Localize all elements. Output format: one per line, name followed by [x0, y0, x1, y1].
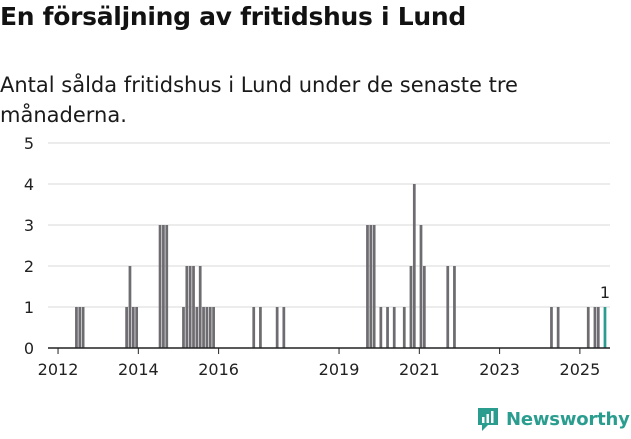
bar — [131, 307, 135, 348]
bar — [125, 307, 128, 348]
bar — [446, 266, 450, 348]
bar — [212, 307, 215, 348]
bar — [593, 307, 597, 348]
bar — [386, 307, 389, 348]
bar — [259, 307, 262, 348]
bar — [252, 307, 256, 348]
bar — [409, 266, 413, 348]
bar — [208, 307, 212, 348]
chart-title: En försäljning av fritidshus i Lund — [0, 2, 466, 31]
y-tick-label: 3 — [24, 216, 34, 235]
data-label: 1 — [600, 283, 610, 302]
bar — [202, 307, 205, 348]
y-tick-label: 2 — [24, 257, 34, 276]
x-tick-label: 2012 — [38, 360, 79, 379]
chart-subtitle: Antal sålda fritidshus i Lund under de s… — [0, 73, 518, 127]
bar — [366, 225, 369, 348]
bar — [81, 307, 85, 348]
bar — [75, 307, 78, 348]
x-tick-label: 2014 — [118, 360, 159, 379]
newsworthy-chart-icon — [478, 408, 498, 431]
bar — [128, 266, 132, 348]
bar — [162, 225, 165, 348]
brand-name: Newsworthy — [506, 408, 630, 430]
bar — [392, 307, 396, 348]
bar — [188, 266, 192, 348]
bar — [453, 266, 456, 348]
bar — [198, 266, 202, 348]
bar — [282, 307, 286, 348]
bar — [596, 307, 600, 348]
x-tick-label: 2025 — [560, 360, 601, 379]
y-tick-label: 0 — [24, 339, 34, 358]
bar — [556, 307, 560, 348]
bar — [158, 225, 162, 348]
bar — [78, 307, 82, 348]
bar — [369, 225, 373, 348]
bar — [422, 266, 426, 348]
bar-highlight — [603, 307, 607, 348]
bar — [586, 307, 590, 348]
bar-chart: 0 1 2 3 4 5 1 2012 2014 2016 2019 2021 2023 2025 — [24, 134, 610, 379]
bar — [419, 225, 423, 348]
bar — [182, 307, 185, 348]
bar — [165, 225, 169, 348]
y-tick-label: 5 — [24, 134, 34, 153]
bar — [379, 307, 383, 348]
newsworthy-logo[interactable]: Newsworthy — [476, 406, 630, 432]
x-tick-label: 2023 — [479, 360, 520, 379]
bar — [185, 266, 189, 348]
bar — [372, 225, 376, 348]
bar — [192, 266, 195, 348]
bar — [195, 307, 199, 348]
bar — [275, 307, 279, 348]
x-tick-label: 2016 — [198, 360, 239, 379]
bar — [550, 307, 553, 348]
bar — [135, 307, 139, 348]
bar — [205, 307, 209, 348]
y-tick-label: 4 — [24, 175, 34, 194]
bar — [402, 307, 406, 348]
bar — [412, 184, 416, 348]
x-tick-label: 2021 — [399, 360, 440, 379]
y-tick-label: 1 — [24, 298, 34, 317]
x-tick-label: 2019 — [319, 360, 360, 379]
